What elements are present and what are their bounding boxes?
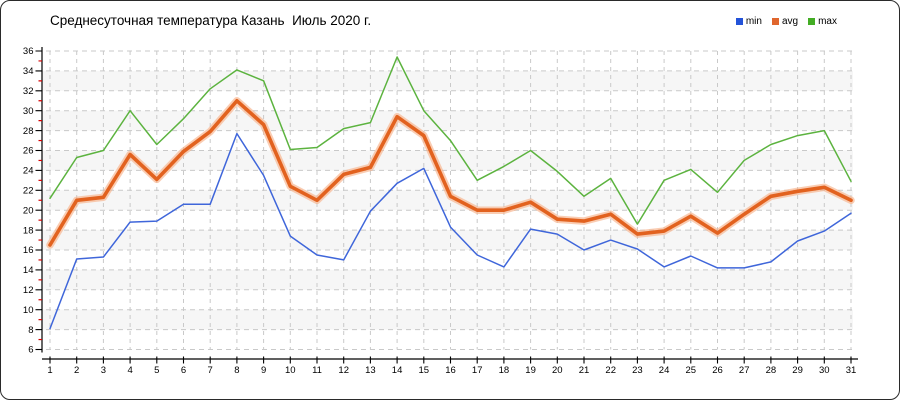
legend-item-min: min (735, 16, 762, 27)
x-tick-label: 4 (127, 365, 132, 376)
x-tick-label: 15 (419, 365, 430, 376)
y-tick-label: 28 (23, 126, 34, 137)
legend-swatch-max (808, 18, 816, 25)
y-tick-label: 26 (23, 146, 34, 157)
x-tick-label: 10 (285, 365, 296, 376)
x-tick-label: 14 (392, 365, 403, 376)
series-line-avg (48, 99, 853, 247)
plot-band (42, 309, 853, 330)
x-tick-label: 13 (365, 365, 376, 376)
plot-band (42, 230, 853, 250)
x-tick-label: 21 (579, 365, 590, 376)
x-tick-label: 1 (47, 365, 52, 376)
y-tick-label: 14 (23, 265, 34, 276)
plot-band (42, 110, 853, 131)
x-tick-label: 11 (312, 365, 322, 376)
y-tick-label: 32 (23, 86, 34, 97)
x-tick-label: 17 (472, 365, 483, 376)
plot-band (42, 150, 853, 171)
y-tick-label: 22 (23, 186, 34, 197)
x-tick-label: 31 (846, 365, 857, 376)
series-line-min (49, 132, 852, 330)
x-tick-label: 24 (659, 365, 670, 376)
legend-item-max: max (808, 16, 837, 27)
legend-swatch-min (735, 18, 743, 25)
x-tick-label: 12 (338, 365, 349, 376)
x-tick-label: 25 (686, 365, 697, 376)
plot-band (42, 269, 853, 290)
x-tick-label: 22 (605, 365, 616, 376)
x-tick-label: 9 (261, 365, 266, 376)
x-tick-label: 8 (234, 365, 239, 376)
y-tick-label: 20 (23, 205, 34, 216)
x-tick-label: 19 (525, 365, 536, 376)
x-tick-label: 23 (632, 365, 643, 376)
x-tick-label: 20 (552, 365, 563, 376)
x-tick-label: 7 (208, 365, 213, 376)
plot-band (42, 190, 853, 211)
y-tick-label: 10 (23, 305, 34, 316)
y-tick-label: 30 (23, 106, 34, 117)
y-tick-label: 34 (23, 66, 34, 77)
legend-item-avg: avg (771, 16, 799, 27)
x-tick-label: 6 (181, 365, 186, 376)
y-tick-label: 24 (23, 166, 34, 177)
y-tick-label: 16 (23, 245, 34, 256)
y-tick-label: 18 (23, 225, 34, 236)
x-tick-label: 3 (101, 365, 106, 376)
legend-label-min: min (745, 16, 762, 27)
y-tick-label: 6 (28, 345, 33, 356)
series-line-max (49, 56, 852, 225)
plot-band (42, 70, 853, 91)
x-tick-label: 29 (792, 365, 803, 376)
x-tick-label: 30 (819, 365, 830, 376)
y-tick-label: 36 (23, 46, 34, 57)
x-tick-label: 18 (499, 365, 510, 376)
x-tick-label: 5 (154, 365, 159, 376)
chart-legend: min avg max (735, 16, 837, 27)
x-tick-label: 2 (74, 365, 79, 376)
y-tick-label: 12 (23, 285, 34, 296)
x-tick-label: 27 (739, 365, 750, 376)
x-tick-label: 16 (445, 365, 456, 376)
legend-label-max: max (818, 16, 837, 27)
legend-label-avg: avg (781, 16, 799, 27)
chart-title: Среднесуточная температура Казань Июль 2… (50, 13, 372, 28)
y-tick-label: 8 (28, 325, 33, 336)
x-tick-label: 28 (766, 365, 777, 376)
legend-swatch-avg (771, 18, 779, 25)
x-tick-label: 26 (712, 365, 723, 376)
